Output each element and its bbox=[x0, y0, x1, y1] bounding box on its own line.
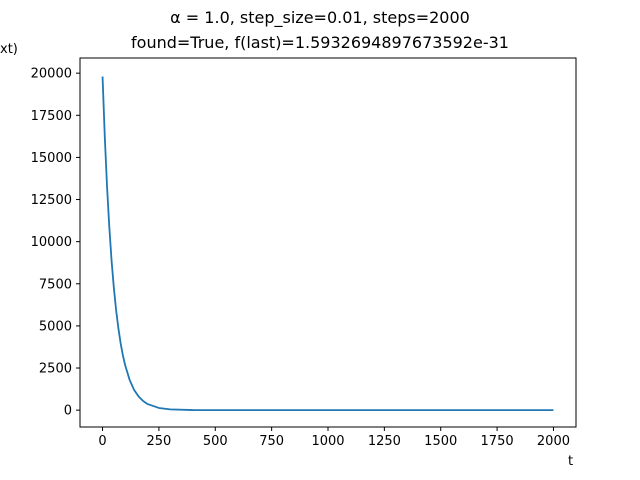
y-tick-label: 17500 bbox=[31, 109, 72, 124]
y-tick-label: 5000 bbox=[39, 319, 72, 334]
x-tick-label: 500 bbox=[203, 434, 228, 449]
y-tick-label: 12500 bbox=[31, 193, 72, 208]
y-axis-ticks: 0 2500 5000 7500 10000 12500 15000 17500 20000 bbox=[31, 67, 80, 419]
plot-frame bbox=[79, 57, 577, 428]
x-tick-label: 750 bbox=[259, 434, 284, 449]
x-tick-label: 0 bbox=[98, 434, 106, 449]
y-tick-label: 15000 bbox=[31, 151, 72, 166]
y-axis-label: xt) bbox=[0, 42, 18, 57]
x-tick-label: 250 bbox=[146, 434, 171, 449]
y-tick-label: 0 bbox=[64, 404, 72, 419]
y-tick-label: 2500 bbox=[39, 362, 72, 377]
chart-subtitle: found=True, f(last)=1.5932694897673592e-… bbox=[131, 33, 509, 52]
series-line-1 bbox=[101, 76, 554, 412]
x-tick-label: 2000 bbox=[537, 434, 570, 449]
series-layer bbox=[101, 76, 554, 412]
x-tick-label: 1500 bbox=[424, 434, 457, 449]
y-tick-label: 7500 bbox=[39, 277, 72, 292]
y-tick-label: 10000 bbox=[31, 235, 72, 250]
x-axis-label: t bbox=[568, 454, 574, 469]
x-axis-ticks: 0 250 500 750 1000 1250 1500 1750 2000 bbox=[98, 427, 570, 449]
chart-title: α = 1.0, step_size=0.01, steps=2000 bbox=[170, 8, 470, 27]
x-tick-label: 1250 bbox=[368, 434, 401, 449]
x-tick-label: 1000 bbox=[311, 434, 344, 449]
x-tick-label: 1750 bbox=[481, 434, 514, 449]
y-tick-label: 20000 bbox=[31, 67, 72, 82]
